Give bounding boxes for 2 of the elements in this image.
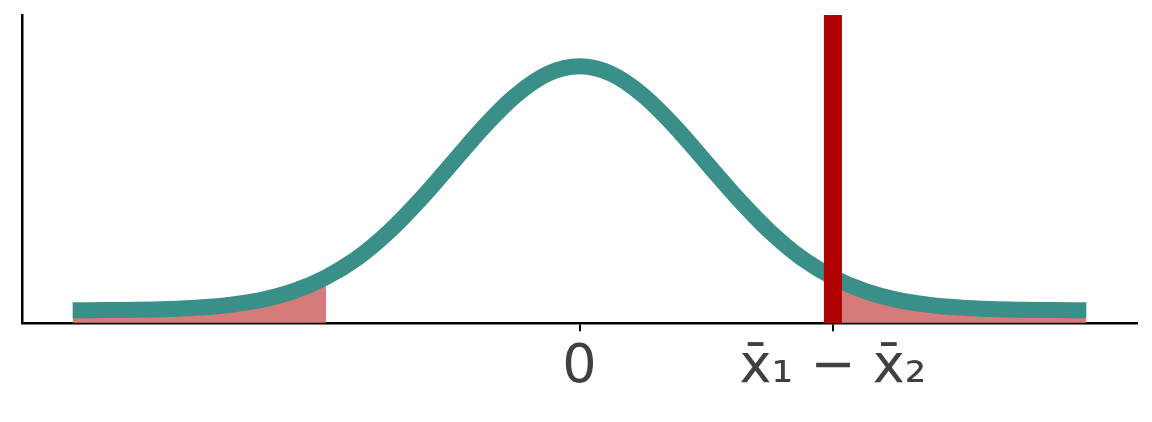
x-tick-label: x̄₁ − x̄₂ bbox=[739, 331, 927, 395]
x-tick-label: 0 bbox=[562, 331, 597, 395]
